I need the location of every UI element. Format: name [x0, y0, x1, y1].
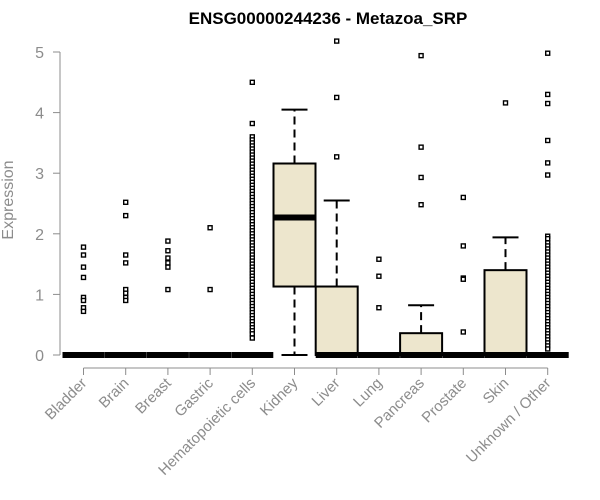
- outlier-point: [545, 160, 551, 166]
- outlier-point: [165, 264, 171, 270]
- outlier-point: [165, 255, 171, 261]
- outlier-point: [502, 100, 509, 106]
- box-group: [357, 256, 400, 358]
- outlier-point: [80, 274, 87, 281]
- x-tick-label: Prostate: [419, 375, 471, 427]
- outlier-point: [418, 52, 424, 59]
- outlier-point: [165, 248, 171, 254]
- outlier-point: [80, 308, 87, 315]
- box-group: [272, 108, 317, 356]
- outlier-point: [165, 260, 171, 266]
- y-axis-label: Expression: [0, 160, 17, 239]
- outlier-point: [249, 335, 256, 341]
- x-tick-label: Breast: [132, 374, 175, 417]
- outlier-point: [122, 260, 129, 266]
- outlier-point: [545, 91, 551, 98]
- box-iqr: [272, 162, 317, 288]
- outlier-point: [545, 172, 551, 178]
- outlier-point: [207, 225, 213, 231]
- outlier-point: [249, 331, 256, 337]
- box-group: [526, 50, 569, 358]
- box-group: [146, 238, 189, 358]
- outlier-point: [80, 252, 87, 258]
- outlier-point: [376, 273, 382, 279]
- outlier-point: [460, 243, 466, 249]
- x-tick-label: Liver: [309, 375, 344, 410]
- outlier-point: [165, 238, 171, 244]
- outlier-point: [80, 264, 87, 270]
- outlier-point: [545, 235, 551, 242]
- x-tick-label: Lung: [350, 375, 386, 411]
- box-group: [104, 199, 147, 358]
- outlier-point: [207, 286, 213, 293]
- outlier-point: [545, 50, 551, 56]
- box-group: [314, 38, 359, 358]
- box-iqr: [314, 285, 359, 356]
- outlier-point: [122, 252, 129, 258]
- box-group: [189, 225, 232, 358]
- outlier-point: [334, 38, 340, 44]
- y-tick-label: 4: [35, 106, 44, 123]
- box-group: [483, 100, 528, 358]
- outlier-point: [80, 244, 87, 250]
- box-group: [62, 244, 105, 358]
- y-axis: 0 1 2 3 4 5: [35, 45, 61, 365]
- outlier-point: [460, 276, 466, 282]
- x-tick-label: Bladder: [42, 375, 91, 424]
- outlier-point: [376, 305, 382, 311]
- x-tick-label: Skin: [480, 375, 513, 408]
- box-group: [399, 52, 444, 358]
- y-tick-label: 1: [35, 287, 44, 304]
- plot-area: [62, 38, 569, 358]
- outlier-point: [122, 199, 129, 205]
- box-group: [442, 194, 485, 358]
- outlier-point: [249, 120, 256, 127]
- y-tick-label: 0: [35, 348, 44, 365]
- outlier-point: [418, 174, 424, 181]
- y-tick-label: 5: [35, 45, 44, 62]
- outlier-point: [545, 346, 551, 352]
- outlier-point: [334, 94, 340, 101]
- outlier-point: [460, 194, 466, 201]
- outlier-point: [122, 212, 129, 219]
- outlier-point: [418, 144, 424, 150]
- outlier-point: [418, 202, 424, 208]
- y-tick-label: 3: [35, 166, 44, 183]
- box-iqr: [483, 269, 528, 356]
- outlier-point: [122, 290, 129, 296]
- outlier-point: [334, 154, 340, 160]
- outlier-point: [249, 79, 256, 86]
- outlier-point: [376, 256, 382, 262]
- outlier-point: [545, 100, 551, 107]
- outlier-point: [460, 329, 466, 335]
- x-tick-label: Brain: [96, 375, 133, 412]
- box-iqr: [399, 332, 444, 356]
- outlier-point: [122, 297, 129, 304]
- outlier-point: [165, 286, 171, 293]
- outlier-point: [80, 297, 87, 304]
- x-tick-label: Kidney: [257, 374, 302, 419]
- outlier-point: [545, 137, 551, 144]
- y-tick-label: 2: [35, 227, 44, 244]
- chart-title: ENSG00000244236 - Metazoa_SRP: [189, 9, 468, 28]
- box-group: [231, 79, 274, 358]
